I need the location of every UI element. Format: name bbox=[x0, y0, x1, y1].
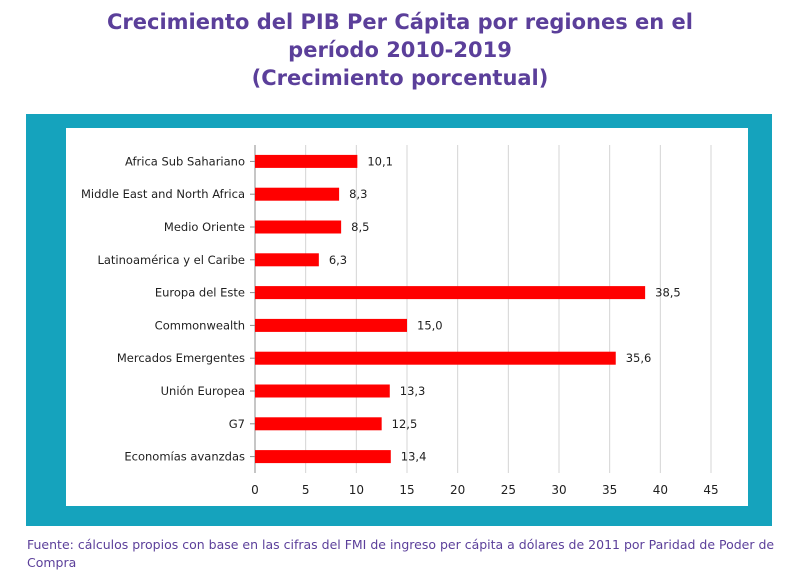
x-tick-label: 45 bbox=[703, 483, 718, 497]
value-label: 6,3 bbox=[329, 253, 347, 267]
bar bbox=[255, 286, 646, 300]
x-tick-label: 5 bbox=[302, 483, 310, 497]
bar bbox=[255, 384, 390, 398]
category-label: Commonwealth bbox=[155, 318, 245, 332]
bar bbox=[255, 318, 407, 332]
chart-title-line-2: período 2010-2019 bbox=[288, 38, 512, 62]
bar bbox=[255, 417, 382, 431]
value-label: 10,1 bbox=[367, 154, 393, 168]
value-label: 15,0 bbox=[417, 318, 443, 332]
chart-title-line-1: Crecimiento del PIB Per Cápita por regio… bbox=[107, 10, 693, 34]
value-label: 8,3 bbox=[349, 187, 367, 201]
x-tick-label: 40 bbox=[653, 483, 668, 497]
x-tick-label: 20 bbox=[450, 483, 465, 497]
value-label: 12,5 bbox=[392, 417, 418, 431]
category-label: Middle East and North Africa bbox=[81, 187, 245, 201]
category-label: Europa del Este bbox=[155, 286, 245, 300]
x-tick-label: 30 bbox=[551, 483, 566, 497]
bar-chart: Africa Sub Sahariano 10,1 Middle East and … bbox=[81, 145, 719, 497]
chart-panel: Africa Sub Sahariano 10,1 Middle East and … bbox=[66, 128, 748, 506]
x-tick-label: 0 bbox=[251, 483, 259, 497]
category-label: Latinoamérica y el Caribe bbox=[97, 253, 245, 267]
bar bbox=[255, 253, 319, 267]
x-tick-label: 25 bbox=[501, 483, 516, 497]
bar bbox=[255, 351, 616, 365]
category-label: Africa Sub Sahariano bbox=[125, 154, 245, 168]
chart-frame: Africa Sub Sahariano 10,1 Middle East and … bbox=[26, 114, 772, 526]
bar bbox=[255, 154, 358, 168]
category-label: Unión Europea bbox=[161, 384, 245, 398]
value-label: 13,4 bbox=[401, 450, 427, 464]
value-label: 38,5 bbox=[655, 286, 681, 300]
value-label: 35,6 bbox=[626, 351, 652, 365]
chart-title: Crecimiento del PIB Per Cápita por regio… bbox=[0, 8, 800, 92]
category-label: Medio Oriente bbox=[164, 220, 245, 234]
x-tick-label: 35 bbox=[602, 483, 617, 497]
category-label: Mercados Emergentes bbox=[117, 351, 245, 365]
value-label: 8,5 bbox=[351, 220, 369, 234]
x-tick-label: 15 bbox=[399, 483, 414, 497]
bar bbox=[255, 187, 340, 201]
x-tick-label: 10 bbox=[349, 483, 364, 497]
category-label: Economías avanzdas bbox=[124, 450, 245, 464]
bar bbox=[255, 450, 391, 464]
category-label: G7 bbox=[229, 417, 245, 431]
value-label: 13,3 bbox=[400, 384, 426, 398]
source-note: Fuente: cálculos propios con base en las… bbox=[27, 537, 775, 570]
chart-title-line-3: (Crecimiento porcentual) bbox=[251, 66, 549, 90]
bar bbox=[255, 220, 342, 234]
